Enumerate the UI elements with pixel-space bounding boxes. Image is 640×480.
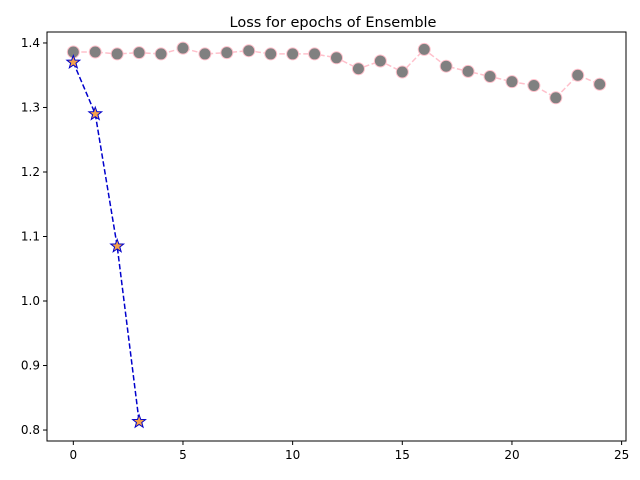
series-1-point xyxy=(87,105,104,121)
series-0-point xyxy=(220,46,234,60)
series-1-point xyxy=(65,54,82,70)
chart-title: Loss for epochs of Ensemble xyxy=(230,15,437,31)
series-0-point xyxy=(132,46,146,60)
series-0-point xyxy=(417,42,431,56)
series-0-point xyxy=(373,54,387,68)
series-0-point xyxy=(176,41,190,55)
series-0-point xyxy=(88,45,102,59)
series-0-point xyxy=(110,47,124,61)
x-tick-label: 0 xyxy=(69,448,77,462)
series-0-point xyxy=(549,91,563,105)
series-0-point xyxy=(395,65,409,79)
series-1-line xyxy=(72,62,140,422)
x-tick-label: 25 xyxy=(614,448,629,462)
series-0-point xyxy=(505,75,519,89)
x-tick-label: 15 xyxy=(395,448,410,462)
y-tick-label: 1.2 xyxy=(21,165,40,179)
series-0-point xyxy=(439,59,453,73)
y-tick-label: 1.0 xyxy=(21,294,40,308)
y-tick-label: 0.8 xyxy=(21,423,40,437)
series-0-point xyxy=(330,51,343,65)
x-tick-label: 10 xyxy=(285,448,300,462)
series-0-point xyxy=(593,77,607,91)
series-0-point xyxy=(154,47,168,61)
y-tick-label: 0.9 xyxy=(21,359,40,373)
series-0-point xyxy=(286,47,300,61)
series-0-point xyxy=(351,62,365,76)
y-axis-ticks: 0.8 0.9 1.0 1.1 1.2 1.3 1.4 xyxy=(21,36,47,437)
series-0-point xyxy=(242,44,256,58)
x-tick-label: 20 xyxy=(504,448,519,462)
series-0-point xyxy=(308,47,322,61)
x-axis-ticks: 0 5 10 15 20 25 xyxy=(69,441,629,462)
series-layer xyxy=(65,41,607,429)
y-tick-label: 1.1 xyxy=(21,230,40,244)
series-1-point xyxy=(109,237,126,253)
series-0-point xyxy=(571,68,585,82)
y-tick-label: 1.4 xyxy=(21,36,40,50)
series-0-point xyxy=(461,64,475,78)
x-tick-label: 5 xyxy=(179,448,187,462)
series-1 xyxy=(65,54,147,429)
series-0 xyxy=(66,41,607,105)
series-0-point xyxy=(264,47,278,61)
series-0-point xyxy=(483,70,497,84)
series-1-point xyxy=(131,413,147,429)
series-0-point xyxy=(198,47,212,61)
y-tick-label: 1.3 xyxy=(21,100,40,114)
series-0-point xyxy=(527,79,541,93)
